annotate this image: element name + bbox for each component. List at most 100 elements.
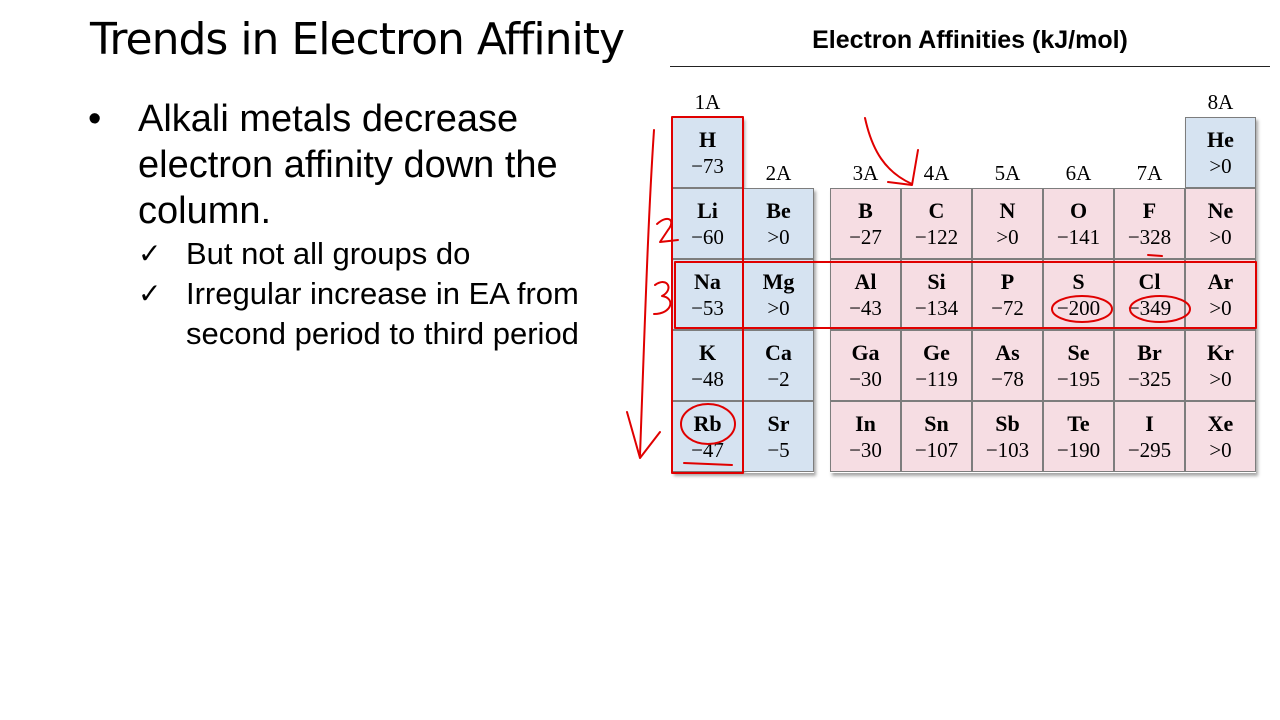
element-symbol: Br <box>1137 340 1162 365</box>
element-symbol: Be <box>766 198 791 223</box>
electron-affinity-value: −119 <box>915 367 958 391</box>
electron-affinity-value: −2 <box>767 367 790 391</box>
electron-affinity-value: −195 <box>1056 367 1101 391</box>
group-label: 2A <box>765 161 792 185</box>
group-label: 3A <box>852 161 879 185</box>
electron-affinity-value: >0 <box>1209 438 1232 462</box>
element-symbol: Kr <box>1207 340 1234 365</box>
electron-affinity-value: −122 <box>914 225 959 249</box>
element-cell: N >0 <box>972 188 1043 259</box>
electron-affinity-value: −295 <box>1127 438 1172 462</box>
bullet-list: • Alkali metals decrease electron affini… <box>88 96 628 354</box>
element-cell: K −48 <box>672 330 743 401</box>
element-cell: Br −325 <box>1114 330 1185 401</box>
group-label: 7A <box>1136 161 1163 185</box>
electron-affinity-value: −200 <box>1056 296 1101 320</box>
electron-affinity-value: >0 <box>1209 154 1232 178</box>
group-label: 8A <box>1207 90 1234 114</box>
electron-affinity-value: >0 <box>767 225 790 249</box>
group-label: 1A <box>694 90 721 114</box>
checkmark-icon: ✓ <box>138 277 162 310</box>
element-symbol: As <box>995 340 1020 365</box>
element-cell: Sr −5 <box>743 401 814 472</box>
element-symbol: Ca <box>765 340 792 365</box>
period-3-highlight <box>674 261 1257 329</box>
element-symbol: C <box>928 198 945 223</box>
group-label: 6A <box>1065 161 1092 185</box>
element-cell: Sn −107 <box>901 401 972 472</box>
element-symbol: Rb <box>693 411 722 436</box>
electron-affinity-value: −53 <box>691 296 724 320</box>
electron-affinity-value: −134 <box>914 296 959 320</box>
element-cell: He >0 <box>1185 117 1256 188</box>
element-cell: Na −53 <box>672 259 743 330</box>
rb-circle <box>680 403 736 445</box>
element-cell: O −141 <box>1043 188 1114 259</box>
element-symbol: Ar <box>1207 269 1234 294</box>
element-symbol: Sb <box>995 411 1020 436</box>
element-symbol: Se <box>1067 340 1090 365</box>
electron-affinity-value: >0 <box>1209 367 1232 391</box>
element-symbol: B <box>858 198 873 223</box>
subbullet-text: But not all groups do <box>186 236 471 271</box>
element-symbol: Li <box>697 198 718 223</box>
element-symbol: I <box>1145 411 1154 436</box>
period-3-mark <box>653 281 672 315</box>
element-cell: Ga −30 <box>830 330 901 401</box>
electron-affinity-value: −78 <box>991 367 1024 391</box>
element-symbol: Ga <box>851 340 880 365</box>
element-cell: Al −43 <box>830 259 901 330</box>
electron-affinity-value: −27 <box>849 225 882 249</box>
column-1a-highlight <box>671 116 744 474</box>
electron-affinity-value: −48 <box>691 367 724 391</box>
element-symbol: S <box>1072 269 1085 294</box>
element-cell: In −30 <box>830 401 901 472</box>
element-cell: C −122 <box>901 188 972 259</box>
bullet-dot-icon: • <box>88 98 102 140</box>
element-symbol: Na <box>694 269 721 294</box>
element-cell: Mg >0 <box>743 259 814 330</box>
electron-affinity-value: −30 <box>849 367 882 391</box>
element-cell: P −72 <box>972 259 1043 330</box>
electron-affinity-value: >0 <box>767 296 790 320</box>
element-cell: Cl −349 <box>1114 259 1185 330</box>
electron-affinity-value: −72 <box>991 296 1024 320</box>
element-cell: As −78 <box>972 330 1043 401</box>
subbullet-item: ✓ Irregular increase in EA from second p… <box>138 274 586 354</box>
element-cell: Si −134 <box>901 259 972 330</box>
slide-title: Trends in Electron Affinity <box>90 14 625 65</box>
element-symbol: Ne <box>1207 198 1234 223</box>
element-cell: Ne >0 <box>1185 188 1256 259</box>
element-cell: Kr >0 <box>1185 330 1256 401</box>
element-symbol: K <box>698 340 717 365</box>
element-symbol: Te <box>1067 411 1090 436</box>
title-divider <box>670 66 1270 67</box>
electron-affinity-value: −325 <box>1127 367 1172 391</box>
element-symbol: F <box>1142 198 1157 223</box>
checkmark-icon: ✓ <box>138 237 162 270</box>
subbullet-item: ✓ But not all groups do <box>138 234 586 274</box>
element-symbol: N <box>999 198 1016 223</box>
table-title: Electron Affinities (kJ/mol) <box>812 26 1128 54</box>
element-symbol: Sn <box>924 411 949 436</box>
bullet-text: Alkali metals decrease electron affinity… <box>138 98 558 232</box>
electron-affinity-value: −141 <box>1056 225 1101 249</box>
element-cell: Li −60 <box>672 188 743 259</box>
electron-affinity-value: −190 <box>1056 438 1101 462</box>
subbullet-text: Irregular increase in EA from second per… <box>186 276 579 351</box>
element-symbol: Ge <box>923 340 950 365</box>
element-symbol: Al <box>854 269 877 294</box>
electron-affinity-value: −60 <box>691 225 724 249</box>
cl-circle <box>1129 295 1191 323</box>
electron-affinity-value: −43 <box>849 296 882 320</box>
element-cell: Ge −119 <box>901 330 972 401</box>
element-symbol: Cl <box>1138 269 1161 294</box>
electron-affinity-value: −5 <box>767 438 790 462</box>
element-cell: B −27 <box>830 188 901 259</box>
element-symbol: H <box>698 127 717 152</box>
element-cell: Sb −103 <box>972 401 1043 472</box>
s-circle <box>1051 295 1113 323</box>
element-cell: H −73 <box>672 117 743 188</box>
element-symbol: Xe <box>1207 411 1234 436</box>
